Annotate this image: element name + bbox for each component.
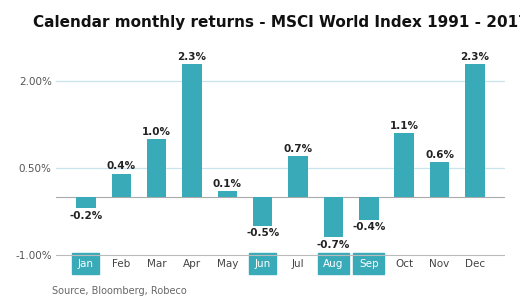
Text: -0.2%: -0.2% [69,211,102,221]
Bar [324,197,343,237]
Bar [218,191,237,197]
Bar [289,156,308,197]
Text: 0.4%: 0.4% [107,162,136,172]
Text: -0.4%: -0.4% [352,222,385,232]
Text: 0.7%: 0.7% [283,144,313,154]
Text: 0.1%: 0.1% [213,179,242,189]
Title: Calendar monthly returns - MSCI World Index 1991 - 2017: Calendar monthly returns - MSCI World In… [33,15,520,30]
Bar [395,133,414,197]
Text: 0.6%: 0.6% [425,150,454,160]
Bar [183,64,202,197]
Bar [430,162,449,197]
Bar [253,197,272,226]
Text: 1.0%: 1.0% [142,127,171,137]
Bar [112,174,131,197]
Bar [465,64,485,197]
Text: Source, Bloomberg, Robeco: Source, Bloomberg, Robeco [52,286,187,296]
Bar [359,197,379,220]
Text: 2.3%: 2.3% [177,52,206,62]
Text: 2.3%: 2.3% [460,52,489,62]
Text: 1.1%: 1.1% [389,121,419,131]
Text: -0.7%: -0.7% [317,239,350,249]
Bar [147,139,166,197]
Bar [76,197,96,208]
Text: -0.5%: -0.5% [246,228,279,238]
